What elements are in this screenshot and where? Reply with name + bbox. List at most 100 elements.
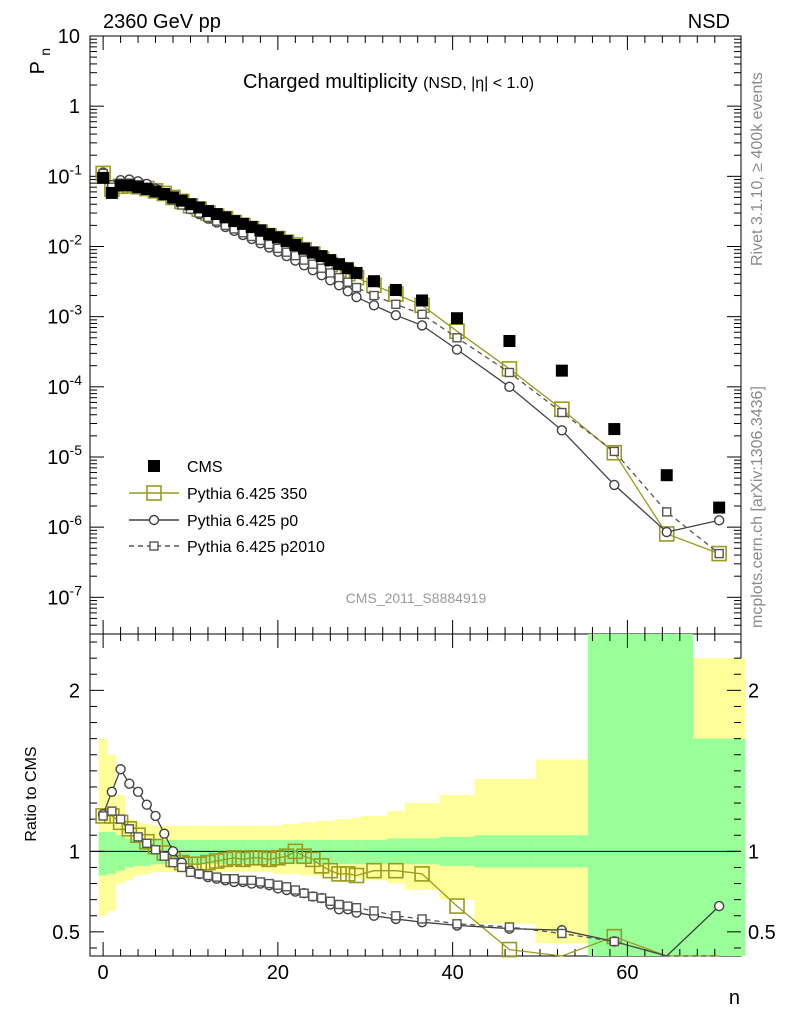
data-point	[159, 851, 169, 861]
data-point	[416, 294, 429, 307]
data-point	[713, 515, 725, 526]
stat-uncertainty-band-bin	[142, 840, 152, 866]
ratio-y-tick-label-right: 2	[748, 680, 759, 702]
y-tick-label: 10-4	[47, 372, 82, 399]
data-point	[452, 333, 462, 343]
x-tick-label: 60	[616, 962, 638, 984]
series-line	[102, 172, 720, 533]
data-point	[212, 872, 222, 882]
data-point	[220, 874, 231, 884]
data-point	[555, 364, 568, 377]
stat-uncertainty-band-bin	[229, 840, 239, 865]
data-point	[451, 344, 463, 355]
data-point	[132, 786, 144, 797]
legend-label-p0: Pythia 6.425 p0	[187, 513, 298, 530]
ratio-series	[95, 764, 725, 958]
data-point	[243, 849, 260, 866]
data-point	[194, 869, 204, 879]
stat-uncertainty-band-bin	[588, 634, 641, 956]
x-tick-label: 0	[98, 962, 109, 984]
data-point	[229, 874, 239, 884]
data-point	[343, 277, 353, 287]
stat-uncertainty-band-bin	[98, 832, 108, 876]
x-tick-label: 40	[442, 962, 464, 984]
legend-label-350: Pythia 6.425 350	[187, 486, 307, 503]
y-tick-label-exponent: -7	[70, 582, 83, 598]
analysis-id: CMS_2011_S8884919	[346, 590, 487, 606]
data-point	[609, 936, 619, 947]
data-point	[389, 283, 402, 296]
data-point	[609, 479, 620, 491]
stat-uncertainty-band-bin	[247, 840, 257, 865]
data-point	[159, 828, 170, 839]
stat-uncertainty-band-bin	[116, 835, 125, 871]
data-point	[107, 806, 117, 816]
data-point	[138, 833, 155, 850]
data-point	[414, 866, 430, 882]
y-axis-label-main: P	[27, 61, 49, 74]
y-tick-label-base: 10	[47, 166, 69, 188]
data-point	[334, 272, 344, 283]
y-tick-label: 10-5	[47, 442, 82, 469]
data-point	[339, 866, 356, 882]
data-point	[713, 900, 725, 912]
y-tick-label: 1	[69, 96, 80, 118]
data-point	[504, 381, 515, 393]
y-tick-label: 10	[58, 26, 80, 48]
chart-title: Charged multiplicity (NSD, |η| < 1.0)	[243, 71, 534, 93]
data-point	[501, 941, 518, 958]
stat-uncertainty-band-bin	[360, 840, 388, 865]
stat-uncertainty-band-bin	[692, 738, 746, 956]
stat-uncertainty-band-bin	[256, 840, 265, 865]
data-point	[322, 862, 339, 879]
data-point	[325, 268, 336, 278]
data-point	[167, 846, 179, 857]
y-tick-label-base: 10	[47, 236, 69, 258]
y-tick-label-base: 10	[47, 587, 69, 609]
data-point	[185, 867, 196, 877]
data-point	[711, 545, 727, 562]
data-point	[351, 282, 362, 293]
ratio-bands	[90, 634, 746, 956]
data-point	[246, 875, 257, 886]
data-point	[273, 880, 283, 890]
data-point	[366, 862, 382, 879]
data-point	[308, 891, 318, 902]
data-point	[388, 862, 404, 879]
y-tick-label: 10-6	[47, 512, 82, 539]
data-point	[503, 334, 516, 347]
data-point	[367, 275, 380, 288]
x-axis-label: n	[729, 987, 740, 1009]
ratio-y-tick-label-left: 2	[69, 680, 80, 702]
data-point	[608, 423, 621, 436]
data-point	[452, 919, 462, 929]
data-point	[238, 875, 248, 886]
legend-label-cms: CMS	[187, 459, 223, 476]
data-point	[662, 507, 672, 517]
legend-label-p2010: Pythia 6.425 p2010	[187, 539, 325, 556]
rivet-label: Rivet 3.1.10, ≥ 400k events	[749, 72, 766, 266]
data-point	[168, 857, 178, 868]
data-point	[351, 903, 362, 913]
data-point	[325, 896, 336, 906]
data-point	[290, 885, 301, 895]
stat-uncertainty-band-bin	[194, 840, 204, 865]
energy-label: 2360 GeV pp	[103, 11, 221, 33]
legend: CMS Pythia 6.425 350 Pythia 6.425 p0 Pyt…	[129, 459, 325, 556]
legend-marker-cms	[148, 460, 160, 472]
chart-title-text: Charged multiplicity	[243, 71, 418, 93]
y-tick-label-base: 1	[69, 96, 80, 118]
y-axis-label-sub: n	[37, 48, 53, 56]
data-point	[270, 849, 286, 866]
data-point	[98, 811, 108, 821]
y-tick-label: 10-1	[47, 161, 82, 188]
data-point	[660, 469, 673, 482]
y-tick-label-exponent: -2	[70, 231, 83, 247]
data-point	[264, 878, 274, 889]
y-tick-label-exponent: -3	[70, 302, 83, 318]
chart-subtitle: (NSD, |η| < 1.0)	[423, 75, 534, 92]
data-point	[299, 255, 309, 265]
ratio-y-axis-label: Ratio to CMS	[23, 746, 40, 841]
data-point	[342, 286, 353, 297]
